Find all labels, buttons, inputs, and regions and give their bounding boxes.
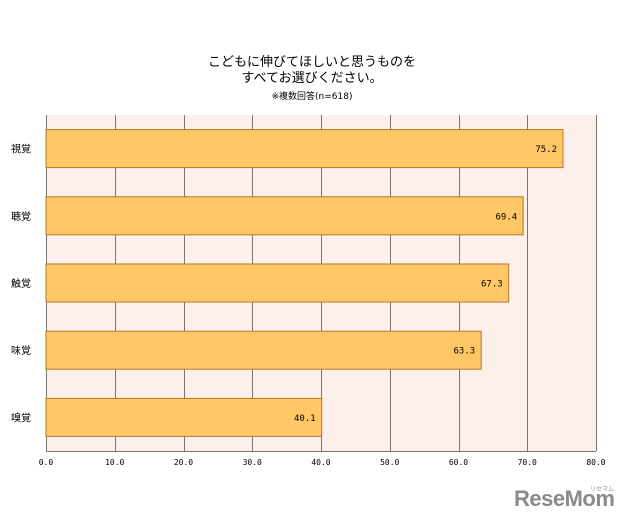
chart-title-line-1: こどもに伸びてほしいと思うものを xyxy=(207,55,416,70)
x-tick-label: 0.0 xyxy=(39,458,54,467)
category-label: 味覚 xyxy=(11,344,31,357)
category-label: 触覚 xyxy=(11,277,31,290)
data-label: 75.2 xyxy=(535,145,557,155)
x-tick-label: 20.0 xyxy=(174,458,193,467)
data-label: 63.3 xyxy=(454,347,476,357)
x-tick-label: 40.0 xyxy=(311,458,330,467)
category-label: 視覚 xyxy=(11,143,31,156)
resemom-logo-kana: リセマム xyxy=(590,486,615,493)
data-label: 67.3 xyxy=(481,280,503,290)
chart-subtitle: ※複数回答(n=618) xyxy=(271,92,353,102)
data-label: 69.4 xyxy=(495,212,517,222)
x-tick-label: 60.0 xyxy=(449,458,468,467)
x-tick-label: 80.0 xyxy=(586,458,605,467)
x-tick-label: 30.0 xyxy=(243,458,262,467)
category-label: 嗅覚 xyxy=(11,411,31,424)
resemom-logo: ReseMom xyxy=(514,486,615,511)
category-label: 聴覚 xyxy=(11,210,31,223)
x-tick-label: 10.0 xyxy=(105,458,124,467)
chart-title-line-2: すべてお選びください。 xyxy=(241,71,383,86)
data-label: 40.1 xyxy=(294,414,316,424)
bar xyxy=(45,330,482,370)
bar xyxy=(45,196,524,236)
bar xyxy=(45,263,510,303)
bar xyxy=(45,129,564,169)
x-tick-label: 50.0 xyxy=(380,458,399,467)
bar xyxy=(45,397,323,437)
x-tick-label: 70.0 xyxy=(518,458,537,467)
